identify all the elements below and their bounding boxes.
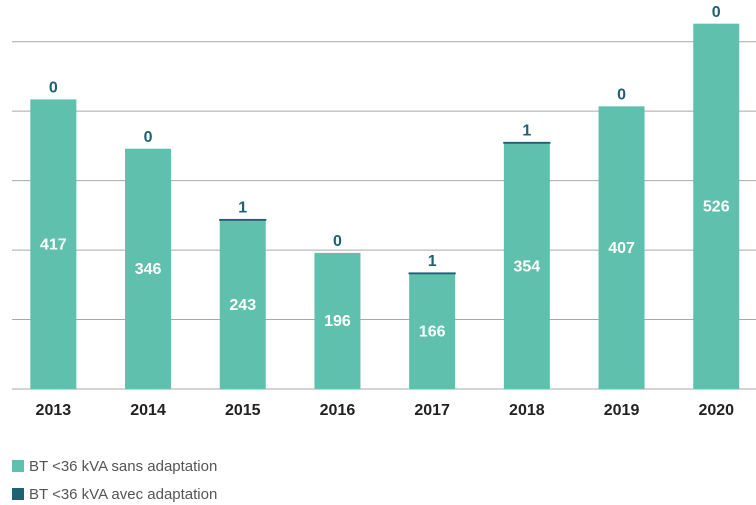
legend-label: BT <36 kVA avec adaptation (29, 486, 217, 503)
bar-segment (598, 106, 645, 389)
x-tick-label: 2014 (130, 402, 166, 419)
x-tick-label: 2018 (509, 402, 545, 419)
value-label: 0 (333, 233, 342, 250)
x-tick-label: 2017 (414, 402, 450, 419)
value-label: 1 (522, 123, 531, 140)
x-tick-label: 2013 (36, 402, 72, 419)
value-label: 346 (135, 261, 162, 278)
value-label: 0 (144, 129, 153, 146)
x-tick-label: 2015 (225, 402, 261, 419)
value-label: 407 (608, 240, 635, 257)
legend-label: BT <36 kVA sans adaptation (29, 458, 217, 475)
bar-segment (30, 99, 77, 389)
bar-segment (503, 143, 550, 389)
value-label: 526 (703, 199, 730, 216)
bar-segment (314, 252, 361, 389)
value-label: 0 (712, 4, 721, 21)
legend-swatch (12, 488, 24, 500)
value-label: 243 (229, 297, 256, 314)
bar-segment (219, 220, 266, 389)
x-tick-label: 2016 (320, 402, 356, 419)
bar-segment (503, 141, 551, 144)
x-tick-label: 2020 (698, 402, 734, 419)
bar-segment (219, 218, 267, 221)
x-tick-label: 2019 (604, 402, 640, 419)
value-label: 196 (324, 313, 351, 330)
value-label: 1 (238, 200, 247, 217)
value-label: 1 (428, 253, 437, 270)
legend: BT <36 kVA sans adaptation BT <36 kVA ave… (12, 458, 217, 503)
bar-segment (125, 148, 172, 389)
value-label: 0 (49, 80, 58, 97)
value-label: 0 (617, 87, 626, 104)
legend-swatch (12, 460, 24, 472)
value-label: 417 (40, 236, 67, 253)
bar-segment (408, 272, 456, 275)
bar-segment (693, 23, 740, 389)
value-label: 166 (419, 324, 446, 341)
value-label: 354 (513, 258, 540, 275)
bar-segment (409, 273, 456, 389)
